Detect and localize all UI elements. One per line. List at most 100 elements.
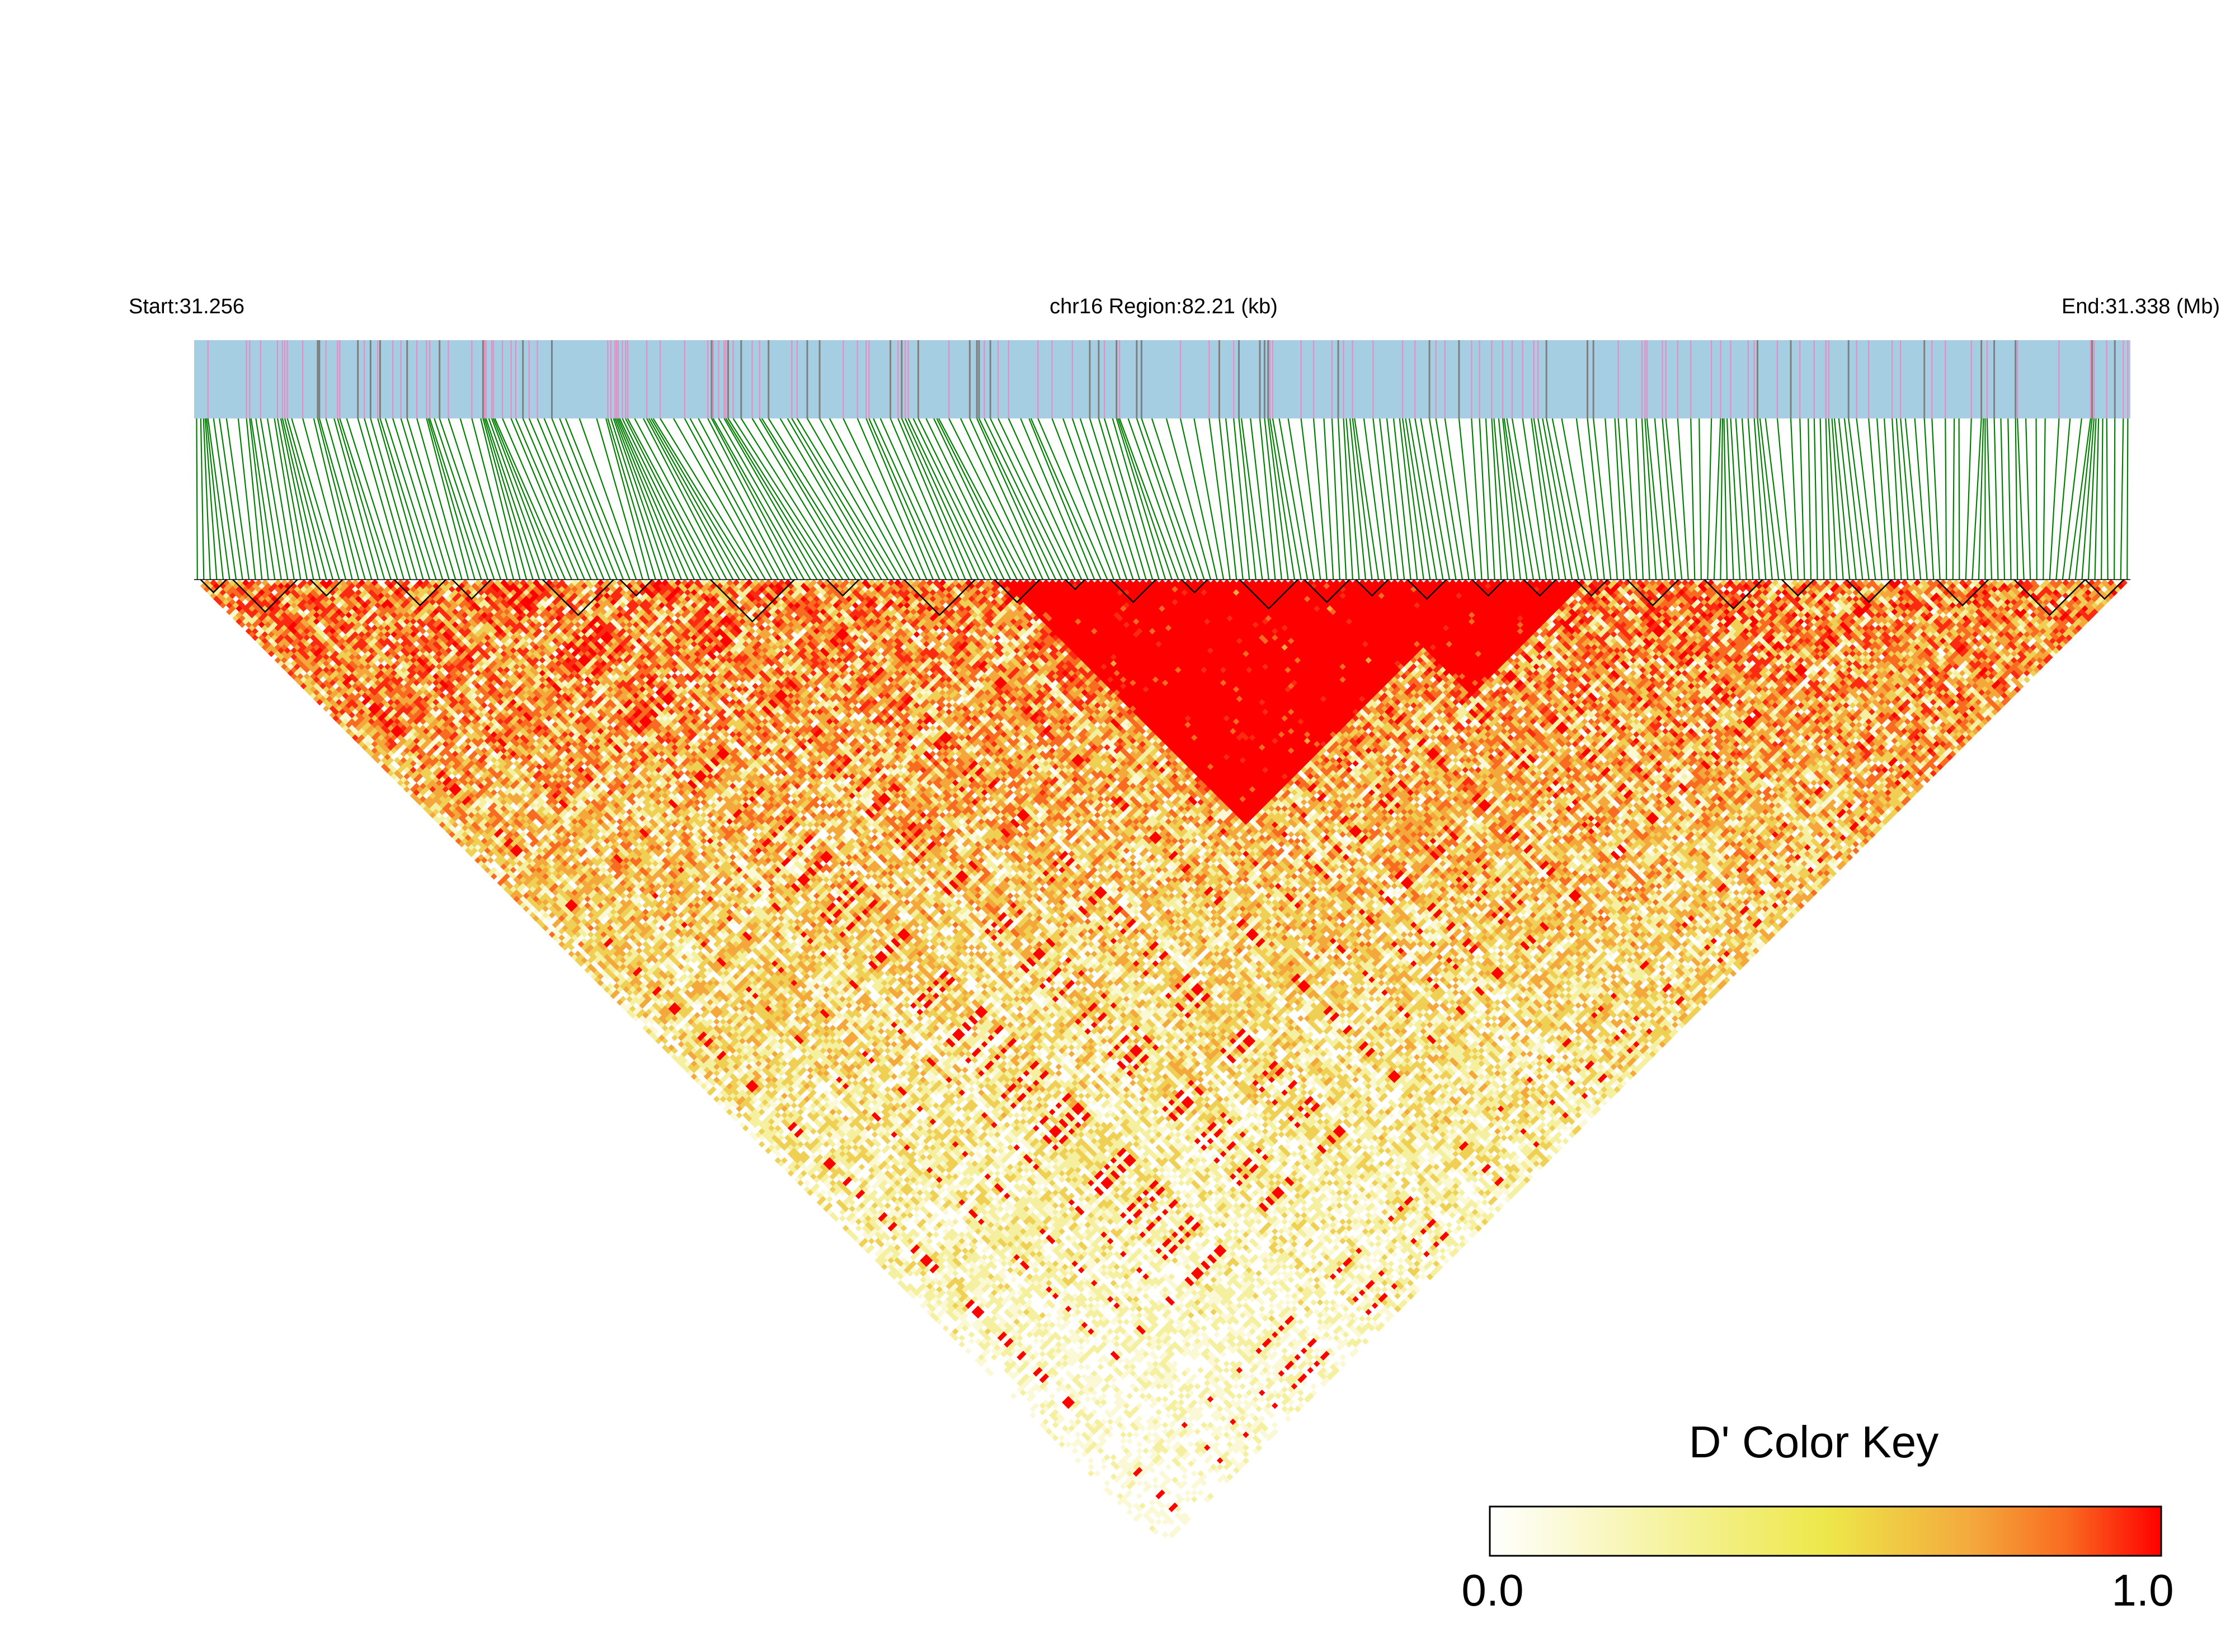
snp-connector — [1218, 418, 1238, 580]
snp-connector — [482, 418, 528, 580]
snp-connector — [1502, 418, 1521, 580]
snp-connector — [406, 418, 457, 580]
snp-connector — [302, 418, 347, 580]
snp-connector — [1923, 418, 1935, 580]
snp-connector — [1790, 418, 1799, 580]
snp-connector — [537, 418, 605, 580]
snp-connector — [1098, 418, 1147, 580]
end-label: End:31.338 (Mb) — [2062, 295, 2220, 318]
ld-cell — [274, 656, 282, 664]
snp-connector — [485, 418, 540, 580]
snp-connector — [1127, 418, 1185, 580]
snp-connector — [357, 418, 404, 580]
snp-connector — [873, 418, 947, 580]
snp-connector — [1825, 418, 1831, 580]
snp-connector — [1895, 418, 1909, 580]
snp-connector — [1287, 418, 1315, 580]
snp-connector — [1971, 418, 1982, 580]
snp-connector — [1828, 418, 1838, 580]
snp-connector — [528, 418, 599, 580]
snp-connector — [488, 418, 547, 580]
ld-cell — [232, 614, 240, 622]
snp-connector — [1435, 418, 1464, 580]
snp-connector — [1165, 418, 1212, 580]
snp-connector — [1831, 418, 1844, 580]
snp-connector — [1965, 418, 1972, 580]
snp-connector — [1993, 418, 1999, 580]
snp-connector — [416, 418, 463, 580]
snp-connector — [712, 418, 805, 580]
snp-connector — [276, 418, 308, 580]
snp-connector — [1614, 418, 1625, 580]
snp-connector — [1037, 418, 1108, 580]
snp-connector — [1819, 418, 1825, 580]
snp-connector — [907, 418, 986, 580]
ld-cell — [287, 669, 295, 677]
snp-connector — [559, 418, 624, 580]
snp-connector — [250, 418, 276, 580]
snp-connector — [917, 418, 999, 580]
snp-connector — [439, 418, 495, 580]
snp-connector — [718, 418, 811, 580]
ld-cell — [555, 937, 563, 945]
snp-connector — [492, 418, 559, 580]
snp-connector — [1233, 418, 1250, 580]
snp-connector — [997, 418, 1076, 580]
snp-connector — [1952, 418, 1955, 580]
snp-connector — [1753, 418, 1767, 580]
ld-cell — [229, 611, 237, 619]
snp-connector — [325, 418, 373, 580]
snp-connector — [480, 418, 521, 580]
snp-connector — [806, 418, 902, 580]
snp-connector — [727, 418, 831, 580]
snp-connector — [1240, 418, 1263, 580]
snp-connector — [607, 418, 656, 580]
ld-cell — [239, 621, 246, 629]
ld-cell — [420, 802, 427, 809]
snp-connector — [1259, 418, 1276, 580]
snp-connector — [2114, 418, 2116, 580]
snp-connector — [619, 418, 695, 580]
snp-connector — [1479, 418, 1489, 580]
snp-connector — [1267, 418, 1289, 580]
snp-connector — [1008, 418, 1083, 580]
snp-connector — [1264, 418, 1283, 580]
ld-cell — [513, 895, 521, 903]
ld-cell — [713, 1095, 721, 1103]
snp-connector — [1458, 418, 1476, 580]
snp-connector — [1401, 418, 1424, 580]
ld-cell — [368, 750, 375, 757]
snp-connector — [515, 418, 585, 580]
snp-connector — [791, 418, 889, 580]
snp-connector — [1644, 418, 1657, 580]
snp-connector — [246, 418, 263, 580]
snp-connector — [1593, 418, 1612, 580]
snp-connector — [879, 418, 953, 580]
snp-connector — [1331, 418, 1340, 580]
ld-cell — [449, 831, 456, 839]
snp-connector — [984, 418, 1063, 580]
snp-connector — [255, 418, 282, 580]
snp-connector — [1561, 418, 1592, 580]
snp-connector — [1531, 418, 1554, 580]
snp-connector — [1883, 418, 1896, 580]
snp-connector — [1856, 418, 1876, 580]
snp-connector — [1414, 418, 1444, 580]
ld-cell — [410, 792, 417, 799]
ld-cell — [365, 747, 372, 755]
snp-connector — [1428, 418, 1457, 580]
snp-connector — [1776, 418, 1792, 580]
snp-connector — [960, 418, 1037, 580]
snp-connector — [1605, 418, 1618, 580]
snp-connector — [1103, 418, 1154, 580]
start-label: Start:31.256 — [129, 295, 244, 318]
snp-connector — [616, 418, 683, 580]
snp-connector — [707, 418, 792, 580]
snp-connector — [427, 418, 476, 580]
snp-connector — [1354, 418, 1380, 580]
snp-connector — [317, 418, 360, 580]
snp-connector — [761, 418, 863, 580]
ld-cell — [594, 976, 601, 983]
snp-connector — [1741, 418, 1754, 580]
ld-cell — [719, 1102, 727, 1109]
